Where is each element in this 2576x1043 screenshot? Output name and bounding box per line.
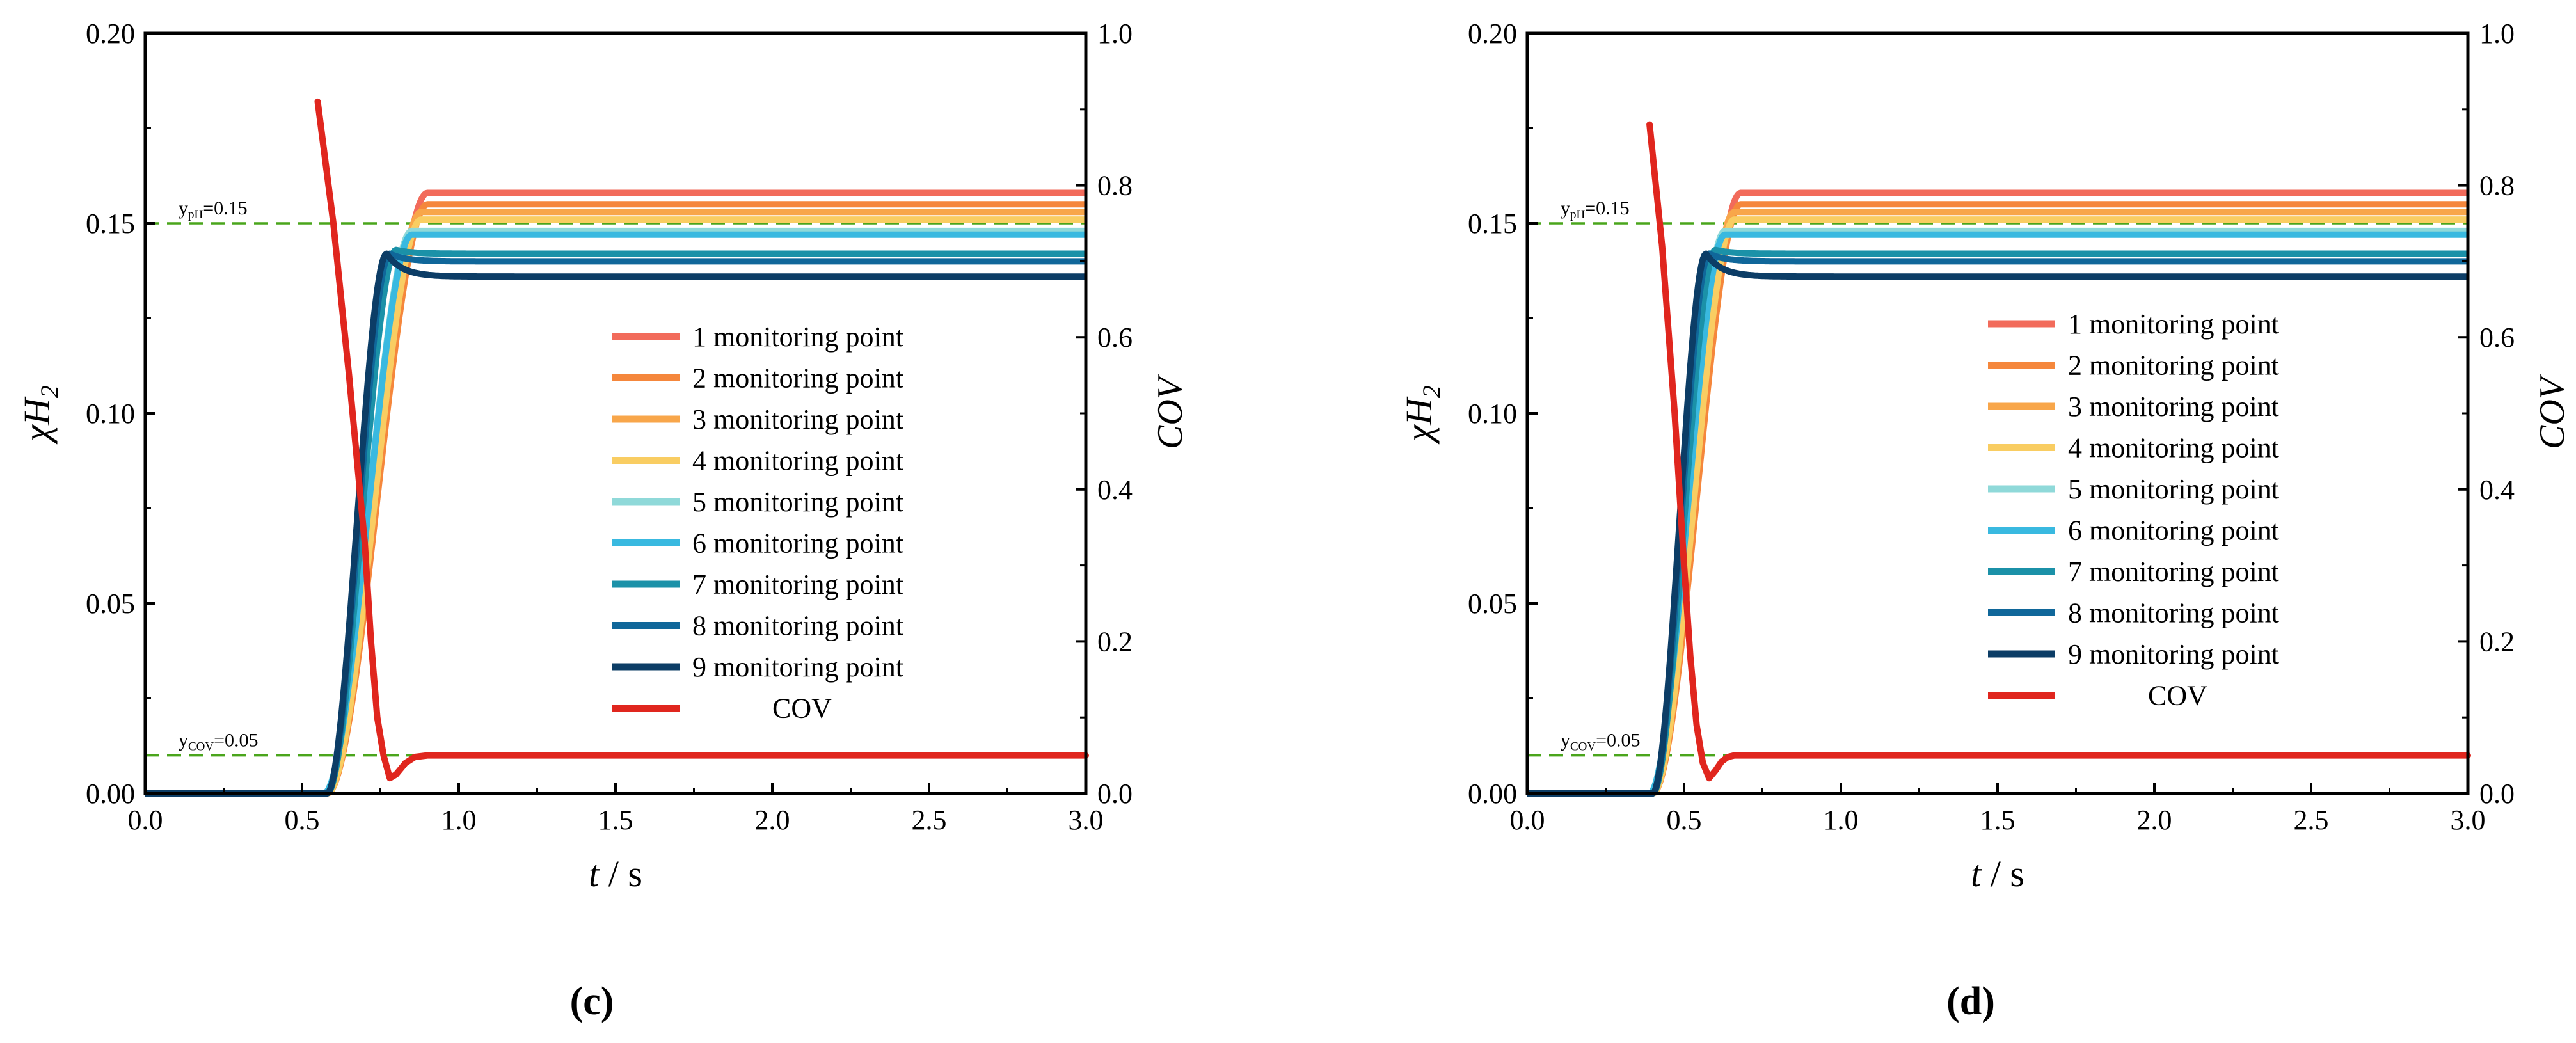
threshold-label-base: y bbox=[179, 198, 188, 219]
series-line-7 bbox=[143, 246, 1088, 797]
cov-line bbox=[314, 98, 1089, 782]
y-left-axis-label-base: χH bbox=[16, 396, 58, 445]
y-left-axis-label: χH2 bbox=[1398, 385, 1446, 444]
y-left-tick-label: 0.20 bbox=[86, 18, 135, 49]
y-left-tick-label: 0.15 bbox=[86, 208, 135, 239]
x-axis-label-unit: / s bbox=[599, 853, 642, 895]
legend-label: 2 monitoring point bbox=[692, 363, 903, 394]
y-left-tick-label: 0.00 bbox=[1468, 778, 1517, 809]
threshold-label-base: y bbox=[1561, 730, 1570, 751]
x-tick-label: 1.5 bbox=[598, 804, 633, 836]
legend-label: 8 monitoring point bbox=[2068, 598, 2279, 629]
legend-label: 6 monitoring point bbox=[692, 528, 903, 559]
y-right-tick-label: 0.8 bbox=[1097, 170, 1133, 202]
y-left-axis-label-sub: 2 bbox=[35, 385, 64, 398]
y-right-tick-label: 0.4 bbox=[1097, 474, 1133, 506]
x-tick-label: 0.5 bbox=[1667, 804, 1702, 836]
y-right-tick-label: 0.0 bbox=[2479, 778, 2515, 809]
y-left-axis-label-base: χH bbox=[1398, 396, 1440, 445]
x-axis-label: t / s bbox=[589, 853, 642, 895]
panel-caption: (c) bbox=[570, 980, 614, 1023]
series-line-9 bbox=[1525, 250, 2470, 797]
plot-frame bbox=[143, 31, 1088, 795]
threshold-label: yCOV=0.05 bbox=[1561, 730, 1641, 754]
y-left-tick-label: 0.10 bbox=[86, 398, 135, 429]
panel-caption: (d) bbox=[1946, 980, 1995, 1023]
legend-label: 7 monitoring point bbox=[692, 569, 903, 600]
legend-label: 4 monitoring point bbox=[692, 445, 903, 477]
y-left-tick-label: 0.05 bbox=[1468, 588, 1517, 619]
legend-label: 3 monitoring point bbox=[2068, 391, 2279, 422]
threshold-label-suffix: =0.15 bbox=[1585, 198, 1629, 219]
threshold-label-suffix: =0.05 bbox=[1596, 730, 1640, 751]
y-right-tick-label: 0.0 bbox=[1097, 778, 1133, 809]
threshold-label-suffix: =0.15 bbox=[203, 198, 247, 219]
y-left-axis-label: χH2 bbox=[16, 385, 64, 444]
x-axis-label-var: t bbox=[1971, 853, 1982, 895]
legend-label: 9 monitoring point bbox=[2068, 639, 2279, 670]
threshold-label: ypH=0.15 bbox=[179, 198, 248, 221]
legend-label: 7 monitoring point bbox=[2068, 556, 2279, 587]
y-left-tick-label: 0.00 bbox=[86, 778, 135, 809]
threshold-label-sub: COV bbox=[1570, 740, 1596, 754]
x-tick-label: 2.5 bbox=[912, 804, 947, 836]
legend-label: 6 monitoring point bbox=[2068, 515, 2279, 546]
y-right-tick-label: 0.6 bbox=[1097, 322, 1133, 353]
legend-label: 9 monitoring point bbox=[692, 651, 903, 683]
threshold-label-suffix: =0.05 bbox=[214, 730, 258, 751]
y-right-tick-label: 0.8 bbox=[2479, 170, 2515, 202]
x-tick-label: 0.5 bbox=[285, 804, 320, 836]
x-tick-label: 3.0 bbox=[2451, 804, 2486, 836]
y-right-tick-label: 0.6 bbox=[2479, 322, 2515, 353]
threshold-label: yCOV=0.05 bbox=[179, 730, 258, 754]
threshold-label-sub: COV bbox=[188, 740, 214, 754]
legend-label: 5 monitoring point bbox=[692, 486, 903, 518]
legend-label: 8 monitoring point bbox=[692, 610, 903, 642]
x-tick-label: 0.0 bbox=[128, 804, 163, 836]
legend-label: 1 monitoring point bbox=[2068, 308, 2279, 340]
x-tick-label: 2.0 bbox=[755, 804, 790, 836]
x-axis-label-var: t bbox=[589, 853, 600, 895]
x-tick-label: 1.5 bbox=[1980, 804, 2015, 836]
y-left-tick-label: 0.20 bbox=[1468, 18, 1517, 49]
y-right-tick-label: 0.2 bbox=[2479, 626, 2515, 657]
x-axis-label-unit: / s bbox=[1981, 853, 2024, 895]
series-line-1 bbox=[143, 189, 1088, 797]
threshold-label-sub: pH bbox=[1570, 208, 1586, 221]
y-right-axis-label: COV bbox=[2532, 374, 2572, 449]
x-tick-label: 0.0 bbox=[1510, 804, 1545, 836]
threshold-label: ypH=0.15 bbox=[1561, 198, 1630, 221]
y-right-tick-label: 1.0 bbox=[2479, 18, 2515, 49]
x-axis-label: t / s bbox=[1971, 853, 2024, 895]
y-left-tick-label: 0.15 bbox=[1468, 208, 1517, 239]
cov-line bbox=[1646, 121, 2471, 782]
threshold-label-base: y bbox=[1561, 198, 1570, 219]
y-left-tick-label: 0.05 bbox=[86, 588, 135, 619]
y-right-tick-label: 0.2 bbox=[1097, 626, 1133, 657]
legend-label: COV bbox=[772, 693, 832, 724]
y-left-tick-label: 0.10 bbox=[1468, 398, 1517, 429]
x-tick-label: 2.0 bbox=[2137, 804, 2172, 836]
legend-label: 1 monitoring point bbox=[692, 321, 903, 353]
x-tick-label: 3.0 bbox=[1069, 804, 1104, 836]
x-tick-label: 1.0 bbox=[441, 804, 477, 836]
legend-label: 3 monitoring point bbox=[692, 404, 903, 435]
legend-label: 2 monitoring point bbox=[2068, 350, 2279, 381]
legend-label: 5 monitoring point bbox=[2068, 474, 2279, 505]
x-tick-label: 1.0 bbox=[1824, 804, 1859, 836]
threshold-label-base: y bbox=[179, 730, 188, 751]
y-right-tick-label: 0.4 bbox=[2479, 474, 2515, 506]
y-right-axis-label: COV bbox=[1150, 374, 1190, 449]
x-tick-label: 2.5 bbox=[2294, 804, 2329, 836]
legend-label: 4 monitoring point bbox=[2068, 433, 2279, 464]
y-left-axis-label-sub: 2 bbox=[1417, 385, 1446, 398]
legend-label: COV bbox=[2148, 680, 2207, 712]
y-right-tick-label: 1.0 bbox=[1097, 18, 1133, 49]
threshold-label-sub: pH bbox=[188, 208, 203, 221]
